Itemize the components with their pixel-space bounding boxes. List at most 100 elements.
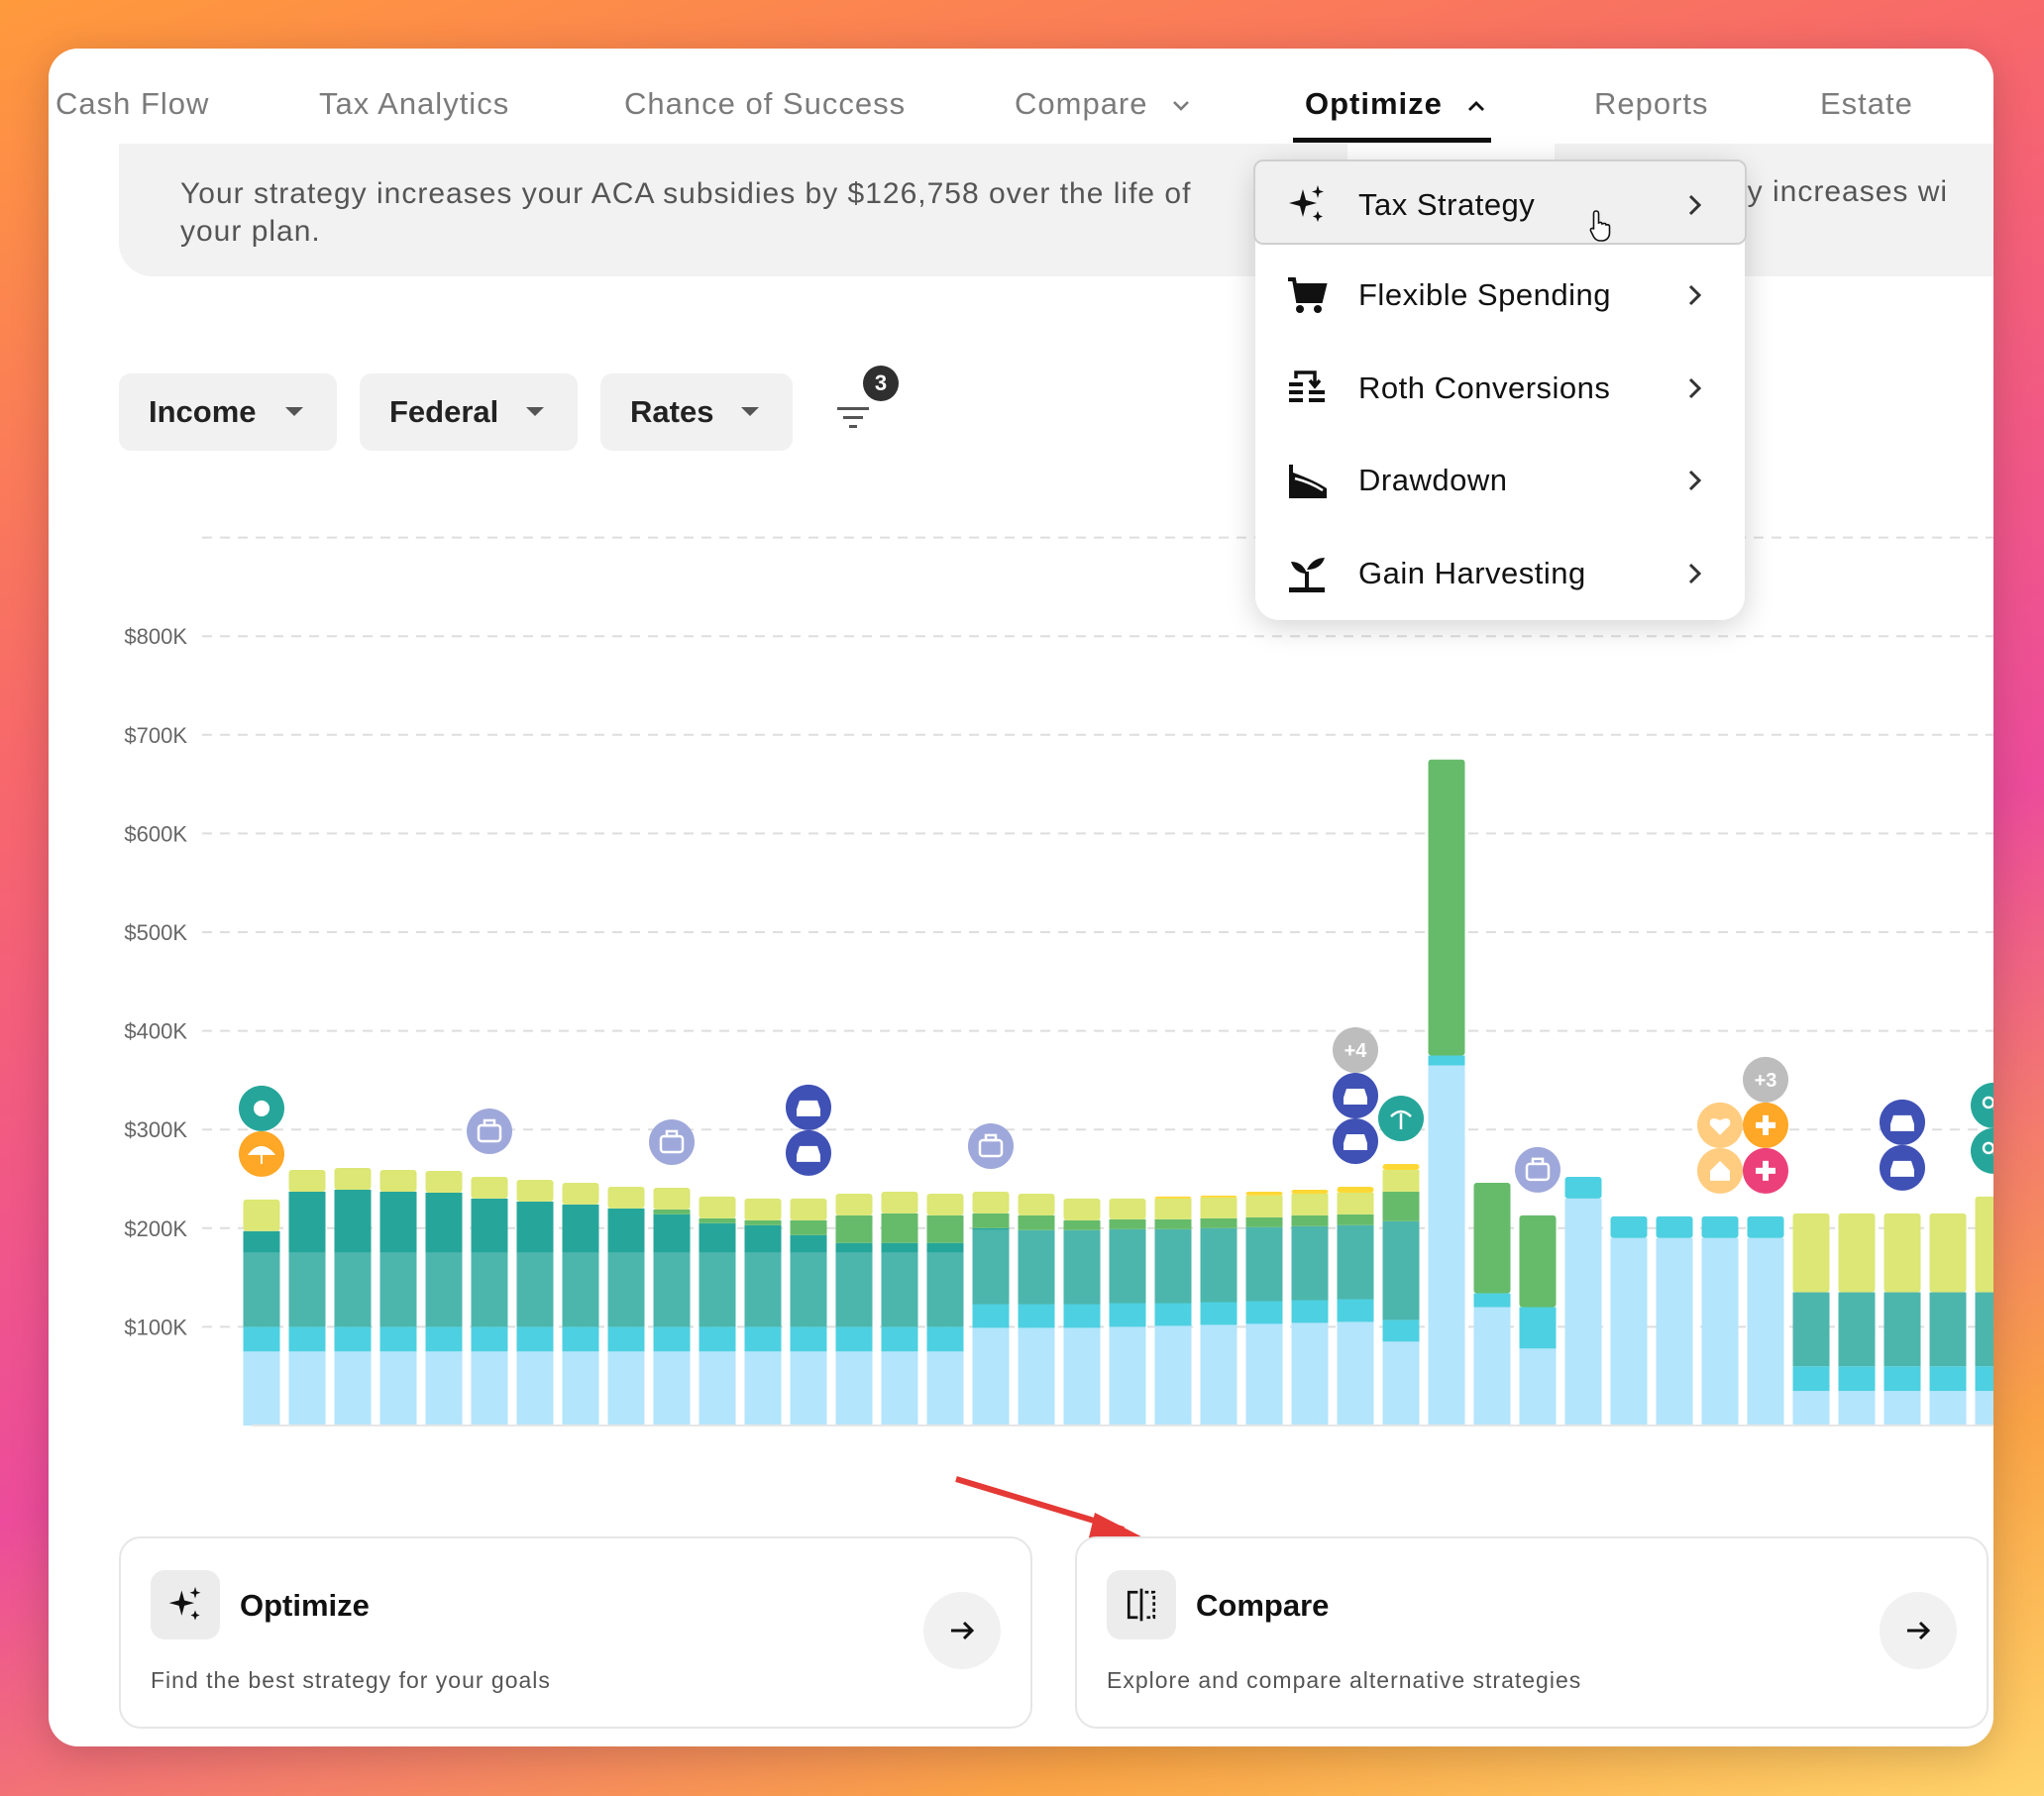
bar-segment: [1610, 1215, 1648, 1238]
y-tick-label: $100K: [124, 1315, 187, 1339]
briefcase-icon[interactable]: [649, 1118, 695, 1165]
menu-item-flexible-spending[interactable]: Flexible Spending: [1255, 252, 1745, 337]
arrow-right-icon: [1907, 1621, 1931, 1640]
menu-item-tax-strategy[interactable]: Tax Strategy: [1253, 159, 1747, 245]
menu-item-gain-harvesting[interactable]: Gain Harvesting: [1255, 530, 1745, 615]
bar-segment: [926, 1193, 964, 1215]
car-icon[interactable]: [786, 1129, 831, 1176]
menu-item-drawdown[interactable]: Drawdown: [1255, 437, 1745, 522]
income-dropdown[interactable]: Income: [119, 373, 337, 451]
bar-segment: [926, 1351, 964, 1426]
tab-reports[interactable]: Reports: [1594, 86, 1709, 121]
more-events-badge[interactable]: +4: [1333, 1026, 1378, 1073]
briefcase-icon[interactable]: [968, 1122, 1014, 1169]
car-icon[interactable]: [786, 1084, 831, 1130]
bar-segment: [1838, 1366, 1876, 1392]
y-tick-label: $800K: [124, 624, 187, 649]
rates-dropdown[interactable]: Rates: [600, 373, 793, 451]
beach-icon[interactable]: [239, 1130, 284, 1177]
bar-segment: [1929, 1213, 1967, 1293]
optimize-card[interactable]: Optimize Find the best strategy for your…: [119, 1536, 1032, 1729]
palm-tree-icon[interactable]: [1378, 1096, 1424, 1142]
menu-item-label: Flexible Spending: [1358, 277, 1611, 312]
bar-segment: [1109, 1303, 1146, 1327]
medical-bag-icon[interactable]: [1743, 1147, 1788, 1194]
tab-cash-flow[interactable]: Cash Flow: [55, 86, 210, 121]
filter-icon[interactable]: [831, 397, 875, 437]
bar-segment: [607, 1252, 645, 1327]
car-icon[interactable]: [1880, 1099, 1925, 1145]
chevron-down-icon: [1173, 100, 1190, 111]
bar-segment: [243, 1230, 280, 1253]
bar-segment: [835, 1242, 873, 1253]
medical-icon[interactable]: [1743, 1102, 1788, 1148]
more-events-badge[interactable]: +3: [1743, 1056, 1788, 1103]
bar-segment: [653, 1214, 691, 1253]
bar-segment: [1929, 1292, 1967, 1367]
optimize-card-arrow-button[interactable]: [923, 1592, 1001, 1669]
tab-chance-of-success[interactable]: Chance of Success: [624, 86, 907, 121]
bar-segment: [1428, 759, 1465, 1056]
x-tick-label: 38: [522, 1450, 548, 1455]
x-tick-label: 64: [1707, 1450, 1733, 1455]
bar-segment: [243, 1326, 280, 1352]
bar-segment: [1838, 1391, 1876, 1426]
federal-dropdown[interactable]: Federal: [360, 373, 578, 451]
bar-segment: [790, 1252, 827, 1327]
tab-optimize[interactable]: Optimize: [1305, 86, 1486, 122]
compare-card[interactable]: Compare Explore and compare alternative …: [1075, 1536, 1989, 1729]
bar-segment: [1245, 1195, 1283, 1217]
y-tick-label: $300K: [124, 1117, 187, 1142]
car-icon[interactable]: [1333, 1072, 1378, 1118]
more-events-count: +3: [1755, 1070, 1777, 1092]
bar-segment: [1291, 1189, 1329, 1194]
x-tick-label: 54: [1251, 1450, 1277, 1455]
bar-segment: [1337, 1186, 1374, 1193]
people-icon[interactable]: [1971, 1082, 1993, 1128]
bar-segment: [1564, 1198, 1602, 1426]
tab-estate[interactable]: Estate: [1820, 86, 1913, 121]
bar-segment: [425, 1326, 463, 1352]
optimize-card-title: Optimize: [240, 1588, 370, 1623]
bar-segment: [1291, 1225, 1329, 1301]
menu-item-roth-conversions[interactable]: Roth Conversions: [1255, 345, 1745, 430]
caret-down-icon: [285, 407, 303, 416]
bar-segment: [471, 1351, 508, 1426]
briefcase-icon[interactable]: [1515, 1146, 1560, 1193]
bar-segment: [1792, 1366, 1830, 1392]
car-icon[interactable]: [1880, 1144, 1925, 1191]
tab-compare[interactable]: Compare: [1015, 86, 1191, 122]
bar-segment: [1063, 1304, 1101, 1328]
bar-segment: [562, 1351, 599, 1426]
bar-segment: [516, 1351, 554, 1426]
bar-segment: [744, 1224, 782, 1253]
bar-segment: [881, 1213, 918, 1243]
bar-segment: [1337, 1321, 1374, 1426]
bar-segment: [1245, 1216, 1283, 1227]
briefcase-icon[interactable]: [467, 1109, 512, 1155]
hand-pointer-icon: [1589, 210, 1611, 242]
chevron-right-icon: [1688, 470, 1702, 491]
bar-segment: [881, 1351, 918, 1426]
active-tab-indicator: [1293, 138, 1491, 143]
menu-item-label: Gain Harvesting: [1358, 556, 1586, 590]
bar-segment: [471, 1198, 508, 1253]
people-icon[interactable]: [1971, 1127, 1993, 1174]
home-icon[interactable]: [1697, 1147, 1743, 1194]
optimize-card-icon-box: [151, 1570, 220, 1639]
piggy-bank-icon[interactable]: [239, 1085, 284, 1131]
bar-segment: [562, 1252, 599, 1327]
bar-segment: [1792, 1213, 1830, 1293]
bar-segment: [881, 1191, 918, 1214]
y-tick-label: $400K: [124, 1019, 187, 1044]
bar-segment: [425, 1192, 463, 1253]
bar-segment: [926, 1326, 964, 1352]
compare-card-arrow-button[interactable]: [1880, 1592, 1957, 1669]
tab-tax-analytics[interactable]: Tax Analytics: [319, 86, 510, 121]
chevron-right-icon: [1688, 377, 1702, 399]
federal-dropdown-label: Federal: [389, 394, 499, 429]
car-icon[interactable]: [1333, 1117, 1378, 1164]
x-tick-label: 70: [1981, 1450, 1993, 1455]
bar-segment: [881, 1326, 918, 1352]
heart-icon[interactable]: [1697, 1102, 1743, 1148]
